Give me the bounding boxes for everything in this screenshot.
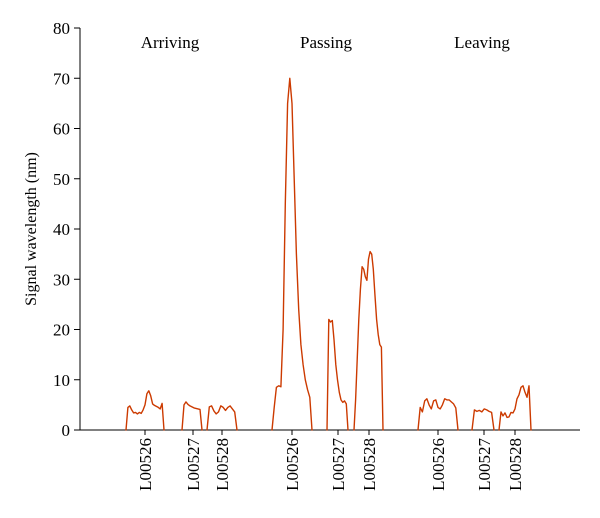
sensor-label-l00527: L00527 [329, 438, 348, 491]
sensor-label-l00528: L00528 [506, 438, 525, 491]
sensor-label-l00527: L00527 [475, 438, 494, 491]
series-arriving-l00528 [206, 405, 238, 431]
y-tick-label: 40 [53, 220, 70, 239]
sensor-label-l00526: L00526 [136, 438, 155, 491]
sensor-label-l00526: L00526 [429, 438, 448, 491]
y-tick-label: 0 [62, 421, 71, 440]
y-tick-label: 20 [53, 321, 70, 340]
y-tick-label: 70 [53, 69, 70, 88]
phase-label-passing: Passing [300, 33, 352, 52]
y-tick-label: 60 [53, 120, 70, 139]
series-passing-l00528 [353, 250, 384, 431]
series-layer [125, 77, 532, 431]
sensor-label-l00527: L00527 [184, 438, 203, 491]
y-tick-label: 50 [53, 170, 70, 189]
y-tick-label: 80 [53, 19, 70, 38]
y-axis-title: Signal wavelength (nm) [23, 152, 40, 306]
sensor-label-l00528: L00528 [360, 438, 379, 491]
y-tick-label: 10 [53, 371, 70, 390]
series-leaving-l00528 [498, 385, 532, 431]
series-arriving-l00526 [125, 390, 165, 431]
axes-layer [74, 27, 580, 435]
series-leaving-l00526 [417, 398, 459, 431]
phase-label-arriving: Arriving [141, 33, 200, 52]
series-leaving-l00527 [471, 408, 495, 431]
series-passing-l00526 [271, 77, 313, 431]
sensor-label-l00528: L00528 [213, 438, 232, 491]
series-arriving-l00527 [181, 401, 203, 431]
sensor-label-l00526: L00526 [283, 438, 302, 491]
labels-layer: 0 10 20 30 40 50 60 70 80 Signal wavelength (nm) A… [23, 19, 525, 491]
y-tick-label: 30 [53, 270, 70, 289]
series-passing-l00527 [326, 318, 349, 431]
phase-label-leaving: Leaving [454, 33, 510, 52]
